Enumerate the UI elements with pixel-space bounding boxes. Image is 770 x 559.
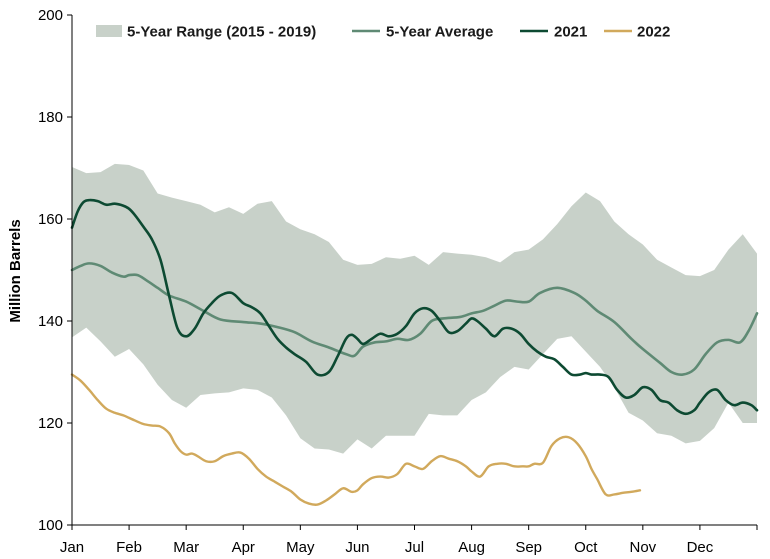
x-tick-label: Nov: [629, 539, 656, 556]
y-tick-label: 160: [38, 211, 63, 228]
x-tick-label: Mar: [173, 539, 199, 556]
x-tick-label: Oct: [574, 539, 598, 556]
range-band: [72, 163, 757, 454]
y-axis-title: Million Barrels: [7, 219, 24, 322]
x-tick-label: Jan: [60, 539, 84, 556]
x-tick-label: Feb: [116, 539, 142, 556]
series-line-5-year-average: [70, 262, 759, 376]
y-tick-label: 180: [38, 109, 63, 126]
legend-swatch-band: [96, 25, 122, 37]
x-tick-label: Dec: [687, 539, 714, 556]
y-tick-label: 200: [38, 7, 63, 24]
x-tick-label: Jul: [405, 539, 424, 556]
y-tick-label: 140: [38, 313, 63, 330]
legend-label: 5-Year Average: [386, 24, 493, 41]
legend-label: 2022: [637, 24, 670, 41]
legend-label: 5-Year Range (2015 - 2019): [127, 24, 316, 41]
x-tick-label: Aug: [458, 539, 485, 556]
x-tick-label: May: [286, 539, 315, 556]
range-band-layer: [72, 163, 757, 454]
x-tick-layer: Jan Feb Mar Apr May Jun Jul Aug Sep Oct Nov Dec: [60, 525, 758, 556]
x-tick-label: Sep: [515, 539, 542, 556]
y-tick-layer: 100 120 140 160 180 200: [38, 7, 72, 534]
series-layer: [70, 198, 759, 506]
y-tick-label: 120: [38, 415, 63, 432]
x-tick-label: Apr: [232, 539, 255, 556]
legend-label: 2021: [554, 24, 587, 41]
x-tick-label: Jun: [345, 539, 369, 556]
series-line-2022: [70, 373, 642, 506]
y-tick-label: 100: [38, 517, 63, 534]
series-line-2021: [70, 198, 759, 416]
legend: 5-Year Range (2015 - 2019) 5-Year Average…: [96, 24, 670, 41]
